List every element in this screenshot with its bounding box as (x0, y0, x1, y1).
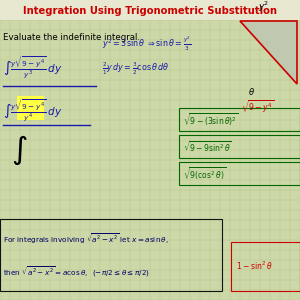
Polygon shape (240, 21, 297, 84)
Bar (16, 96, 44, 120)
Text: $y^2$: $y^2$ (258, 0, 270, 14)
Text: Integration Using Trigonometric Substitution: Integration Using Trigonometric Substitu… (23, 5, 277, 16)
Text: $\theta$: $\theta$ (248, 86, 254, 97)
Text: $1-\sin^2\theta$: $1-\sin^2\theta$ (236, 259, 272, 272)
Text: $\sqrt{9-9\sin^2\theta}$: $\sqrt{9-9\sin^2\theta}$ (183, 140, 232, 154)
Bar (0, 0, 300, 20)
Bar (178, 108, 300, 130)
Bar (178, 135, 300, 158)
Text: $\sqrt{9-(3\sin\theta)^2}$: $\sqrt{9-(3\sin\theta)^2}$ (183, 111, 238, 129)
Text: $y^2= 3\sin\theta \;\Rightarrow \sin\theta = \frac{y^2}{3}$: $y^2= 3\sin\theta \;\Rightarrow \sin\the… (102, 34, 191, 53)
Text: $\frac{2}{1}y\,dy = \frac{3}{2}\cos\theta\,d\theta$: $\frac{2}{1}y\,dy = \frac{3}{2}\cos\thet… (102, 61, 170, 77)
Text: For integrals involving $\sqrt{a^2-x^2}$ let $x = a\sin\theta,$: For integrals involving $\sqrt{a^2-x^2}$… (3, 231, 169, 246)
Bar (178, 162, 300, 184)
Text: then $\sqrt{a^2-x^2} = a\cos\theta,\;\;(-\pi/2 \leq \theta \leq \pi/2)$: then $\sqrt{a^2-x^2} = a\cos\theta,\;\;(… (3, 264, 150, 279)
Text: $\sqrt{9-y^4}$: $\sqrt{9-y^4}$ (242, 99, 274, 116)
Text: $\sqrt{9(\cos^2\theta)}$: $\sqrt{9(\cos^2\theta)}$ (183, 165, 226, 183)
Text: Evaluate the indefinite integral.: Evaluate the indefinite integral. (3, 33, 140, 42)
Text: $\int \frac{y\sqrt{9-y^4}}{y^4}\,dy$: $\int \frac{y\sqrt{9-y^4}}{y^4}\,dy$ (3, 98, 62, 124)
Text: $\int \frac{y\sqrt{9-y^4}}{y^3}\,dy$: $\int \frac{y\sqrt{9-y^4}}{y^3}\,dy$ (3, 54, 62, 81)
Bar (231, 242, 300, 291)
Text: $\int$: $\int$ (11, 133, 27, 167)
Bar (0, 219, 222, 291)
